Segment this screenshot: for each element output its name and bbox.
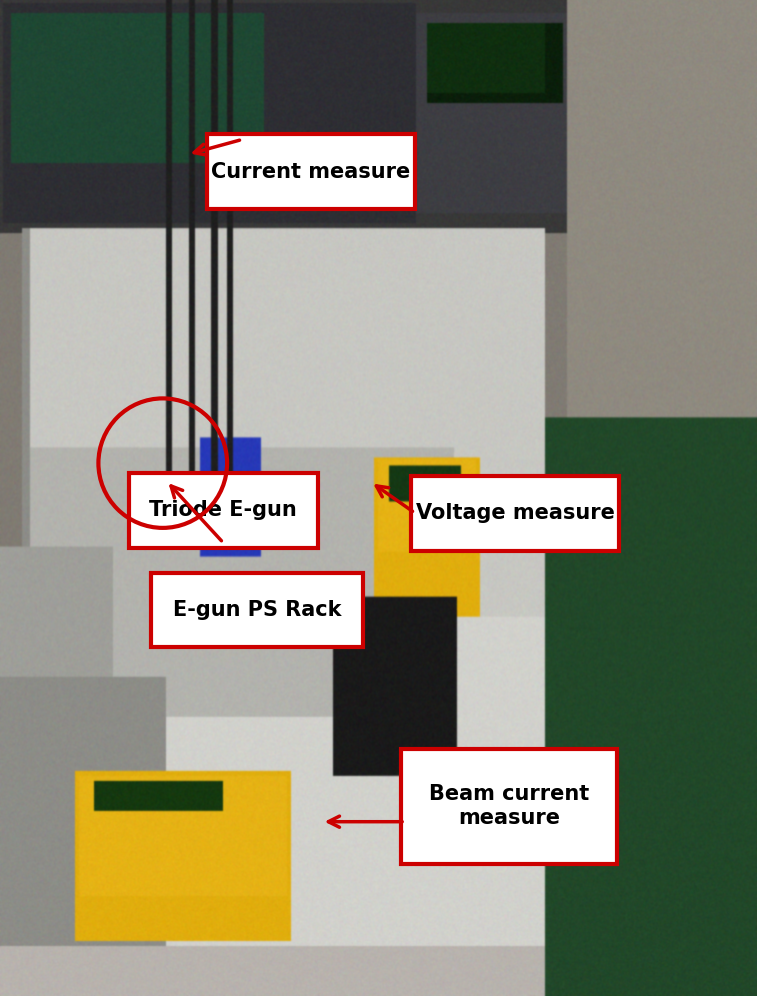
FancyBboxPatch shape bbox=[151, 573, 363, 647]
FancyBboxPatch shape bbox=[207, 134, 415, 209]
FancyBboxPatch shape bbox=[411, 476, 619, 551]
FancyBboxPatch shape bbox=[129, 473, 318, 548]
Text: E-gun PS Rack: E-gun PS Rack bbox=[173, 600, 341, 621]
Text: Triode E-gun: Triode E-gun bbox=[149, 500, 298, 521]
Text: Voltage measure: Voltage measure bbox=[416, 503, 615, 524]
Text: Beam current
measure: Beam current measure bbox=[429, 784, 589, 829]
FancyBboxPatch shape bbox=[401, 749, 617, 864]
Text: Current measure: Current measure bbox=[211, 161, 410, 182]
